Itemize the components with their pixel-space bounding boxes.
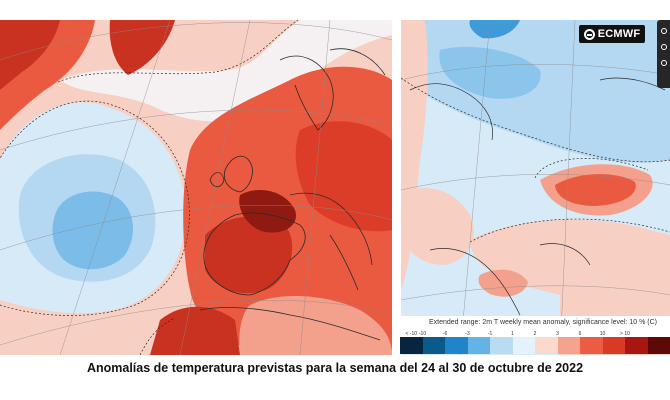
legend-tick-label: 6	[578, 331, 582, 337]
temperature-anomaly-map	[0, 20, 670, 355]
figure-caption: Anomalías de temperatura previstas para …	[86, 361, 584, 375]
panel-separator	[392, 20, 401, 355]
arctic-cold-core	[469, 20, 520, 39]
north-cold-center	[439, 46, 541, 99]
legend-swatch	[580, 337, 603, 354]
neutral-band-north	[60, 20, 392, 122]
toolbar-dot-icon	[661, 28, 667, 34]
legend-tick-label: -10	[418, 331, 427, 337]
side-toolbar-tab[interactable]	[657, 20, 670, 88]
ecmwf-logo-text: ECMWF	[597, 28, 641, 40]
legend-swatch	[422, 337, 445, 354]
central-europe-warm	[295, 121, 392, 232]
legend-swatch	[535, 337, 558, 354]
east-graticule	[401, 20, 670, 355]
significance-contours	[0, 20, 299, 355]
france-warm-core	[239, 190, 296, 233]
legend-swatch	[400, 337, 423, 354]
legend-tick-label: 2	[533, 331, 537, 337]
coastlines	[199, 48, 386, 341]
legend-color-bar	[400, 337, 670, 354]
legend-tick-label: -6	[442, 331, 448, 337]
east-significance-contours	[401, 77, 670, 243]
balkans-warm-anomaly	[401, 187, 474, 265]
arctic-warm	[109, 20, 175, 75]
legend-swatch	[490, 337, 513, 354]
kazakhstan-warm-core	[555, 174, 636, 206]
legend-tick-labels: < -10 -10 -6 -3 -1 1 2 3 6 10 > 10	[395, 331, 670, 339]
ecmwf-logo: ECMWF	[579, 25, 645, 43]
ecmwf-logo-icon	[583, 28, 595, 40]
caspian-mild	[478, 269, 528, 297]
greenland-warm-core	[0, 20, 60, 90]
atlantic-cold-center	[52, 191, 134, 270]
legend-swatch	[602, 337, 625, 354]
legend-swatch	[647, 337, 670, 354]
legend-swatch	[467, 337, 490, 354]
graticule	[0, 20, 392, 355]
legend-tick-label: -3	[465, 331, 470, 337]
legend-tick-label: 10	[599, 331, 606, 337]
mediterranean-mild	[239, 295, 392, 355]
legend-tick-label: -1	[487, 331, 493, 337]
legend-tick-label: < -10	[405, 331, 418, 337]
legend-swatch	[557, 337, 580, 354]
color-legend: Extended range: 2m T weekly mean anomaly…	[395, 316, 670, 354]
legend-swatch	[512, 337, 535, 354]
legend-tick-label: 3	[556, 331, 559, 337]
legend-tick-label: > 10	[620, 331, 630, 337]
iberia-warm-core	[205, 216, 293, 294]
legend-swatch	[625, 337, 648, 354]
toolbar-dot-icon	[661, 60, 667, 66]
legend-swatch	[445, 337, 468, 354]
toolbar-dot-icon	[661, 44, 667, 50]
legend-title: Extended range: 2m T weekly mean anomaly…	[429, 319, 658, 326]
legend-tick-label: 1	[511, 331, 514, 337]
map-panel-east	[401, 20, 670, 355]
map-panel-west	[0, 20, 392, 355]
